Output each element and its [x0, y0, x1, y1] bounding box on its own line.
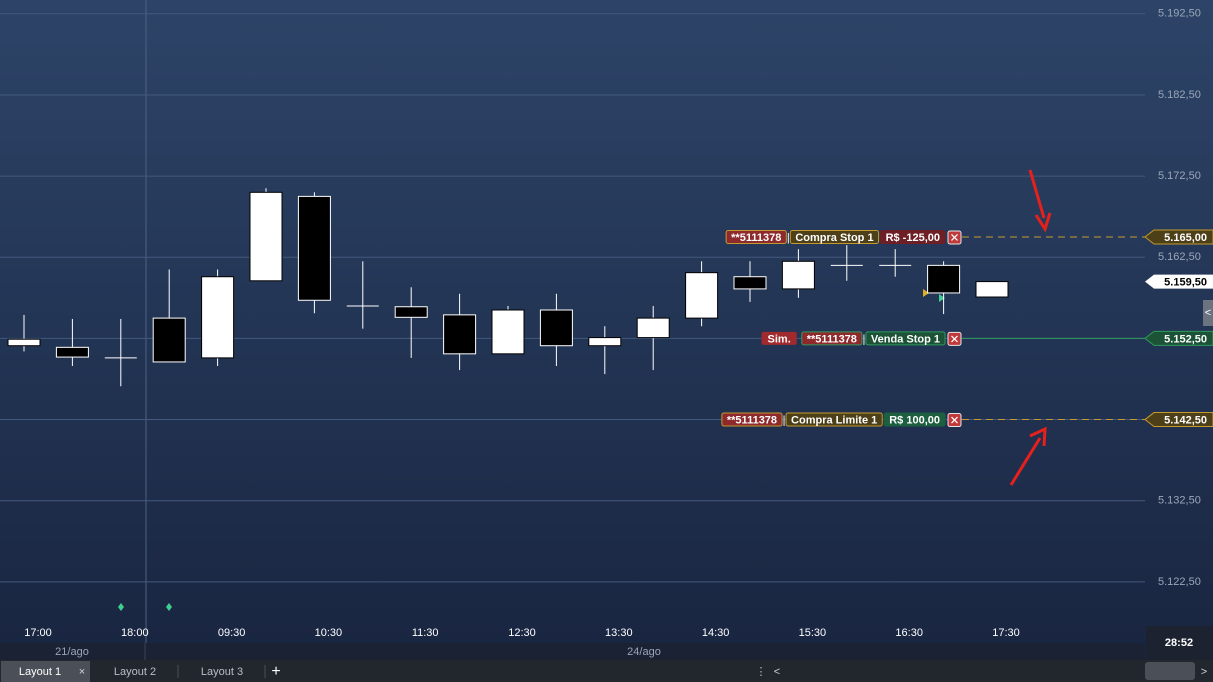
- order-account: **5111378: [731, 232, 781, 244]
- x-tick-label: 12:30: [508, 627, 536, 639]
- add-tab[interactable]: +: [271, 663, 280, 680]
- tab-label[interactable]: Layout 1: [19, 666, 61, 678]
- x-tick-label: 09:30: [218, 627, 246, 639]
- order-account-chip: [725, 229, 787, 244]
- clock: 28:52: [1165, 637, 1193, 649]
- x-tick-label: 15:30: [799, 627, 827, 639]
- x-tick-label: 16:30: [895, 627, 923, 639]
- y-tick-label: 5.122,50: [1158, 576, 1201, 588]
- last-price-tag: [1145, 274, 1213, 289]
- y-tick-label: 5.172,50: [1158, 170, 1201, 182]
- execution-marker: [923, 289, 929, 297]
- x-tick-label: 14:30: [702, 627, 730, 639]
- tab-bar: [0, 660, 1213, 682]
- tab-label[interactable]: Layout 2: [114, 666, 156, 678]
- y-tick-label: 5.182,50: [1158, 89, 1201, 101]
- tab-close[interactable]: ×: [79, 666, 85, 678]
- order-separator: |: [787, 232, 790, 244]
- scroll-left[interactable]: <: [774, 666, 780, 678]
- candle-body: [297, 195, 331, 301]
- candle-body: [152, 317, 186, 363]
- candle-body: [443, 314, 477, 355]
- order-separator: |: [783, 414, 786, 426]
- order-name-chip: [865, 331, 946, 346]
- order-name: Compra Stop 1: [795, 232, 873, 244]
- order-account-chip: [801, 331, 863, 346]
- order-result-chip: [883, 412, 946, 427]
- candle-body: [685, 272, 719, 319]
- y-tick-label: 5.162,50: [1158, 251, 1201, 263]
- order-button-chip[interactable]: [761, 331, 797, 345]
- order-account-chip: [721, 412, 783, 427]
- candle-body: [394, 306, 428, 318]
- order-result: R$ 100,00: [889, 414, 940, 426]
- order-price-tag: [1144, 330, 1213, 346]
- annotation-arrow: [1028, 169, 1052, 233]
- candle-body: [588, 337, 622, 347]
- y-tick-label: 5.132,50: [1158, 495, 1201, 507]
- candle-body: [539, 309, 573, 347]
- candle-body: [927, 264, 961, 294]
- order-account: **5111378: [727, 414, 777, 426]
- order-price-label: 5.165,00: [1164, 232, 1207, 244]
- order-name-chip: [785, 412, 883, 427]
- x-tick-label: 10:30: [315, 627, 343, 639]
- date-label: 24/ago: [627, 646, 661, 658]
- tab-active[interactable]: [1, 661, 90, 682]
- order-cancel-icon: [951, 234, 958, 241]
- clock-box: [1146, 626, 1213, 660]
- candle-body: [491, 309, 525, 355]
- execution-marker: [939, 294, 945, 302]
- candle-body: [7, 338, 41, 347]
- y-tick-label: 5.192,50: [1158, 8, 1201, 20]
- candle-body: [975, 281, 1009, 298]
- candle-body: [201, 276, 235, 359]
- candle-body: [249, 191, 283, 282]
- order-account: **5111378: [807, 333, 857, 345]
- order-button[interactable]: Sim.: [768, 333, 791, 345]
- order-result-chip: [880, 229, 946, 244]
- last-price-label: 5.159,50: [1164, 277, 1207, 289]
- candle-body: [781, 260, 815, 290]
- order-cancel-icon: [951, 416, 958, 424]
- annotation-arrow: [1009, 426, 1047, 486]
- side-toggle[interactable]: [1203, 300, 1213, 326]
- order-cancel-icon: [951, 335, 958, 343]
- order-price-label: 5.142,50: [1164, 414, 1207, 426]
- order-result: R$ -125,00: [886, 232, 940, 244]
- date-label: 21/ago: [55, 646, 89, 658]
- candle-body: [636, 317, 670, 339]
- order-name: Compra Limite 1: [791, 414, 877, 426]
- plot: 5.122,50 5.132,50 5.142,50 5.152,50 5.162,50…: [0, 8, 1213, 639]
- x-tick-label: 13:30: [605, 627, 633, 639]
- x-tick-label: 17:00: [24, 627, 52, 639]
- candle-body: [733, 276, 767, 290]
- order-price-tag: [1144, 412, 1213, 428]
- order-price-tag: [1144, 229, 1213, 245]
- x-tick-label: 18:00: [121, 627, 149, 639]
- order-separator: |: [862, 333, 865, 345]
- order-price-label: 5.152,50: [1164, 333, 1207, 345]
- tab-label[interactable]: Layout 3: [201, 666, 243, 678]
- side-toggle-icon: <: [1205, 307, 1211, 319]
- scroll-right[interactable]: >: [1201, 666, 1207, 678]
- menu-icon[interactable]: ⋮: [756, 666, 767, 678]
- scrollbar[interactable]: [1145, 662, 1195, 680]
- order-name-chip: [789, 229, 880, 244]
- order-name: Venda Stop 1: [871, 333, 940, 345]
- candle-body: [55, 346, 89, 358]
- date-bar: [0, 643, 1145, 660]
- x-tick-label: 17:30: [992, 627, 1020, 639]
- x-tick-label: 11:30: [412, 627, 439, 639]
